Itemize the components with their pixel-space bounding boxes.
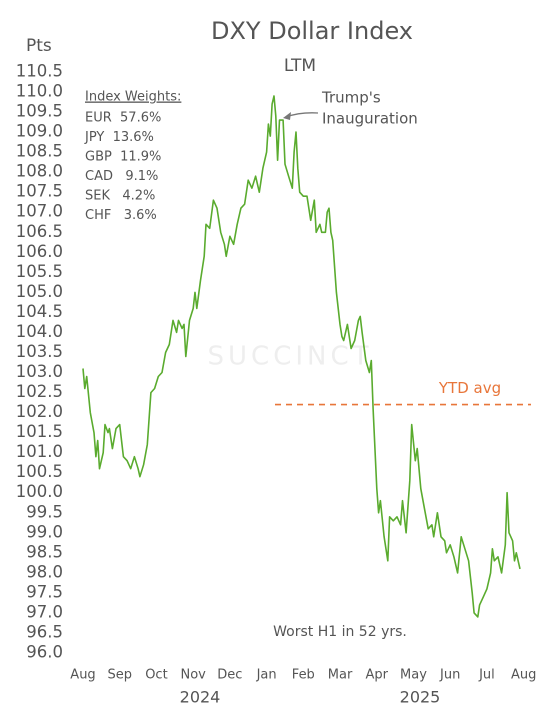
x-tick-label: Jun xyxy=(439,668,460,683)
y-tick-label: 99.5 xyxy=(26,502,63,521)
y-tick-label: 109.5 xyxy=(16,102,63,121)
weights-title: Index Weights: xyxy=(85,90,181,105)
y-tick-label: 96.5 xyxy=(26,622,63,641)
year-label: 2025 xyxy=(400,688,441,707)
y-tick-label: 104.5 xyxy=(16,302,63,321)
y-axis-label: Pts xyxy=(26,36,52,56)
arrow-head xyxy=(283,112,291,120)
x-tick-label: Jan xyxy=(256,668,277,683)
y-tick-label: 109.0 xyxy=(16,122,63,141)
y-tick-label: 107.5 xyxy=(16,182,63,201)
y-tick-label: 110.0 xyxy=(16,82,63,101)
x-tick-label: Sep xyxy=(107,668,132,683)
y-tick-label: 105.0 xyxy=(16,282,63,301)
y-tick-label: 110.5 xyxy=(16,62,63,81)
weight-item: CHF 3.6% xyxy=(85,208,157,223)
x-tick-label: Mar xyxy=(328,668,353,683)
y-tick-label: 100.0 xyxy=(16,482,63,501)
data-line xyxy=(82,95,521,618)
x-tick-label: Jul xyxy=(478,668,495,683)
y-tick-label: 101.0 xyxy=(16,442,63,461)
y-tick-label: 101.5 xyxy=(16,422,63,441)
weight-item: CAD 9.1% xyxy=(85,169,158,184)
y-tick-label: 97.5 xyxy=(26,582,63,601)
weight-item: JPY 13.6% xyxy=(84,130,154,145)
weight-item: SEK 4.2% xyxy=(85,189,155,204)
chart-title: DXY Dollar Index xyxy=(211,17,413,45)
year-label: 2024 xyxy=(180,688,221,707)
x-tick-label: Dec xyxy=(217,668,242,683)
y-tick-label: 96.0 xyxy=(26,643,63,662)
y-tick-label: 102.5 xyxy=(16,382,63,401)
y-tick-label: 102.0 xyxy=(16,402,63,421)
x-tick-label: Nov xyxy=(180,668,206,683)
x-tick-label: Feb xyxy=(292,668,315,683)
annotation: Inauguration xyxy=(322,110,418,128)
chart-subtitle: LTM xyxy=(284,56,316,76)
y-tick-label: 107.0 xyxy=(16,202,63,221)
y-tick-label: 106.5 xyxy=(16,222,63,241)
y-tick-label: 104.0 xyxy=(16,322,63,341)
reference-label: YTD avg xyxy=(438,379,501,397)
weight-item: EUR 57.6% xyxy=(85,111,161,126)
y-tick-label: 100.5 xyxy=(16,462,63,481)
y-tick-label: 108.5 xyxy=(16,142,63,161)
y-tick-label: 98.0 xyxy=(26,562,63,581)
y-tick-label: 105.5 xyxy=(16,262,63,281)
x-tick-label: Oct xyxy=(145,668,167,683)
y-tick-label: 106.0 xyxy=(16,242,63,261)
y-tick-label: 108.0 xyxy=(16,162,63,181)
watermark: SUCCINCT xyxy=(208,342,373,372)
x-tick-label: Apr xyxy=(366,668,389,683)
y-tick-label: 98.5 xyxy=(26,542,63,561)
x-tick-label: May xyxy=(400,668,427,683)
y-tick-label: 97.0 xyxy=(26,602,63,621)
x-tick-label: Aug xyxy=(70,668,95,683)
annotation: Trump's xyxy=(321,89,381,107)
y-tick-label: 99.0 xyxy=(26,522,63,541)
y-tick-label: 103.0 xyxy=(16,362,63,381)
y-tick-label: 103.5 xyxy=(16,342,63,361)
annotation: Worst H1 in 52 yrs. xyxy=(273,624,407,640)
x-tick-label: Aug xyxy=(511,668,536,683)
weight-item: GBP 11.9% xyxy=(85,150,161,165)
